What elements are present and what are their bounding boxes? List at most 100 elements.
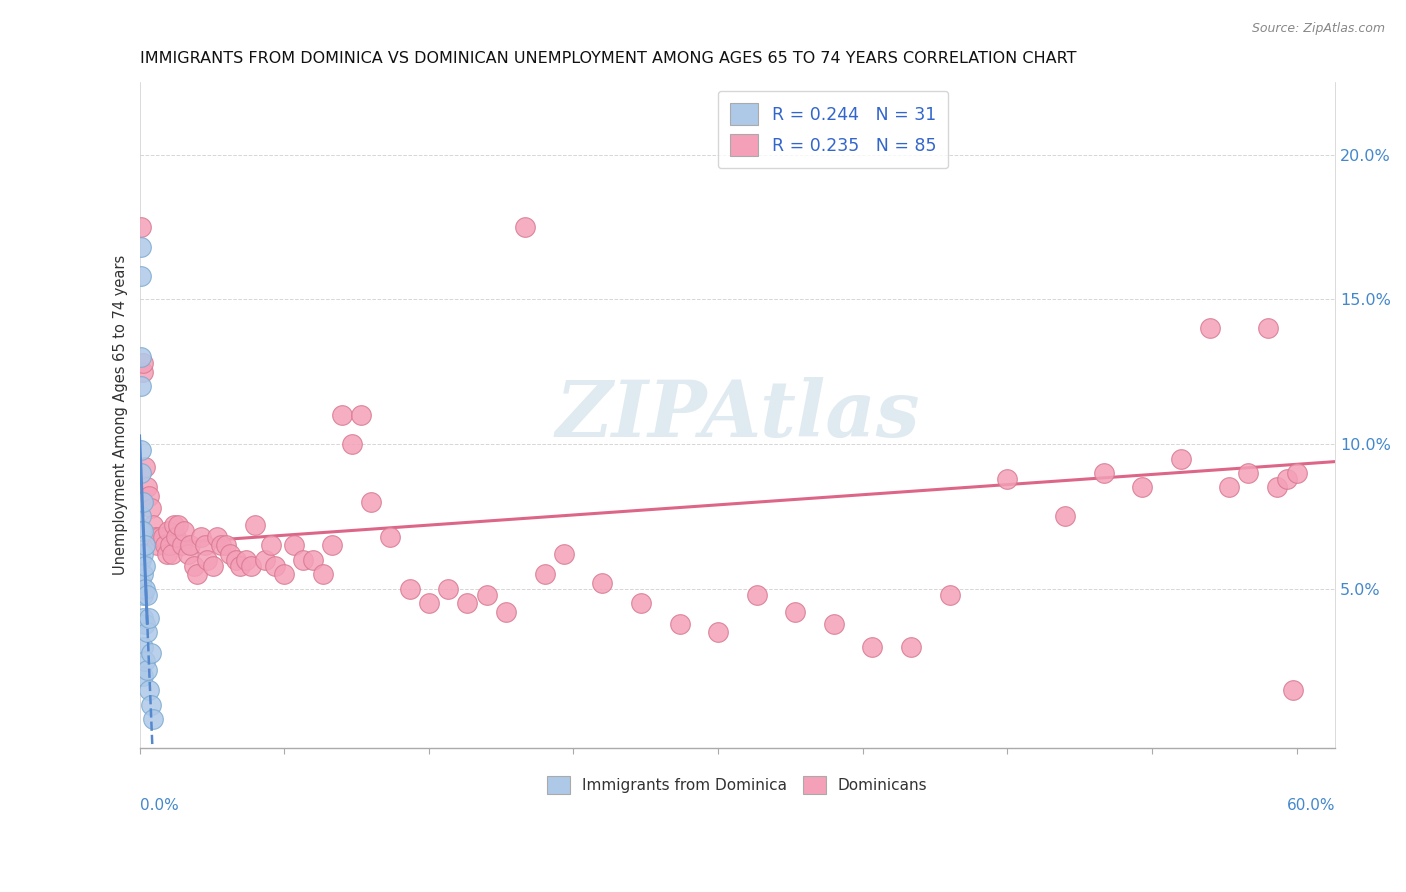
Point bbox=[1092, 466, 1115, 480]
Point bbox=[1054, 509, 1077, 524]
Point bbox=[398, 582, 420, 596]
Point bbox=[1237, 466, 1260, 480]
Point bbox=[418, 596, 440, 610]
Point bbox=[163, 518, 186, 533]
Point bbox=[131, 553, 153, 567]
Point bbox=[1282, 683, 1305, 698]
Point bbox=[630, 596, 652, 610]
Point bbox=[132, 640, 155, 654]
Point bbox=[136, 625, 159, 640]
Point bbox=[136, 588, 159, 602]
Point bbox=[553, 547, 575, 561]
Point bbox=[823, 616, 845, 631]
Point bbox=[340, 437, 363, 451]
Point bbox=[142, 518, 165, 533]
Point bbox=[152, 530, 174, 544]
Point bbox=[900, 640, 922, 654]
Point bbox=[183, 558, 205, 573]
Point bbox=[177, 547, 200, 561]
Point bbox=[938, 588, 960, 602]
Point bbox=[1170, 451, 1192, 466]
Point bbox=[292, 553, 315, 567]
Point bbox=[201, 558, 224, 573]
Y-axis label: Unemployment Among Ages 65 to 74 years: Unemployment Among Ages 65 to 74 years bbox=[114, 255, 128, 575]
Text: 0.0%: 0.0% bbox=[139, 798, 179, 813]
Point bbox=[131, 240, 153, 254]
Point bbox=[173, 524, 195, 538]
Point bbox=[138, 489, 160, 503]
Point bbox=[745, 588, 768, 602]
Point bbox=[225, 553, 247, 567]
Point bbox=[131, 524, 153, 538]
Point bbox=[138, 611, 160, 625]
Point bbox=[153, 538, 176, 552]
Point bbox=[205, 530, 228, 544]
Point bbox=[131, 350, 153, 364]
Point bbox=[157, 524, 180, 538]
Point bbox=[131, 442, 153, 457]
Point bbox=[515, 219, 537, 234]
Text: ZIPAtlas: ZIPAtlas bbox=[555, 376, 920, 453]
Point bbox=[136, 480, 159, 494]
Point bbox=[131, 269, 153, 284]
Point bbox=[132, 668, 155, 682]
Point bbox=[1199, 321, 1222, 335]
Point bbox=[146, 538, 169, 552]
Point bbox=[219, 547, 242, 561]
Point bbox=[1275, 472, 1298, 486]
Point bbox=[155, 547, 177, 561]
Point bbox=[209, 538, 232, 552]
Point bbox=[136, 663, 159, 677]
Point bbox=[134, 460, 156, 475]
Point bbox=[170, 538, 193, 552]
Point bbox=[253, 553, 276, 567]
Point bbox=[132, 567, 155, 582]
Point bbox=[186, 567, 208, 582]
Point bbox=[165, 530, 187, 544]
Point bbox=[860, 640, 883, 654]
Point bbox=[139, 646, 162, 660]
Point bbox=[194, 538, 217, 552]
Text: Source: ZipAtlas.com: Source: ZipAtlas.com bbox=[1251, 22, 1385, 36]
Point bbox=[235, 553, 257, 567]
Point bbox=[997, 472, 1019, 486]
Point bbox=[350, 408, 373, 422]
Point bbox=[215, 538, 238, 552]
Point bbox=[132, 611, 155, 625]
Legend: Immigrants from Dominica, Dominicans: Immigrants from Dominica, Dominicans bbox=[541, 770, 934, 800]
Point bbox=[132, 588, 155, 602]
Point bbox=[283, 538, 305, 552]
Point bbox=[190, 530, 212, 544]
Point bbox=[148, 530, 170, 544]
Point bbox=[132, 524, 155, 538]
Point bbox=[179, 538, 201, 552]
Point bbox=[1218, 480, 1240, 494]
Point bbox=[134, 616, 156, 631]
Point bbox=[143, 530, 166, 544]
Point bbox=[707, 625, 730, 640]
Point bbox=[138, 683, 160, 698]
Point bbox=[533, 567, 555, 582]
Point bbox=[132, 495, 155, 509]
Point bbox=[131, 509, 153, 524]
Point bbox=[134, 654, 156, 668]
Point bbox=[668, 616, 690, 631]
Text: IMMIGRANTS FROM DOMINICA VS DOMINICAN UNEMPLOYMENT AMONG AGES 65 TO 74 YEARS COR: IMMIGRANTS FROM DOMINICA VS DOMINICAN UN… bbox=[139, 51, 1076, 66]
Point bbox=[495, 605, 517, 619]
Point bbox=[785, 605, 807, 619]
Point bbox=[134, 558, 156, 573]
Point bbox=[131, 576, 153, 591]
Point bbox=[240, 558, 263, 573]
Point bbox=[1285, 466, 1308, 480]
Point bbox=[159, 538, 181, 552]
Point bbox=[132, 547, 155, 561]
Point bbox=[260, 538, 283, 552]
Point bbox=[591, 576, 613, 591]
Point bbox=[1267, 480, 1289, 494]
Point bbox=[142, 712, 165, 726]
Point bbox=[131, 219, 153, 234]
Point bbox=[134, 538, 156, 552]
Point bbox=[1257, 321, 1279, 335]
Point bbox=[321, 538, 343, 552]
Point bbox=[132, 356, 155, 370]
